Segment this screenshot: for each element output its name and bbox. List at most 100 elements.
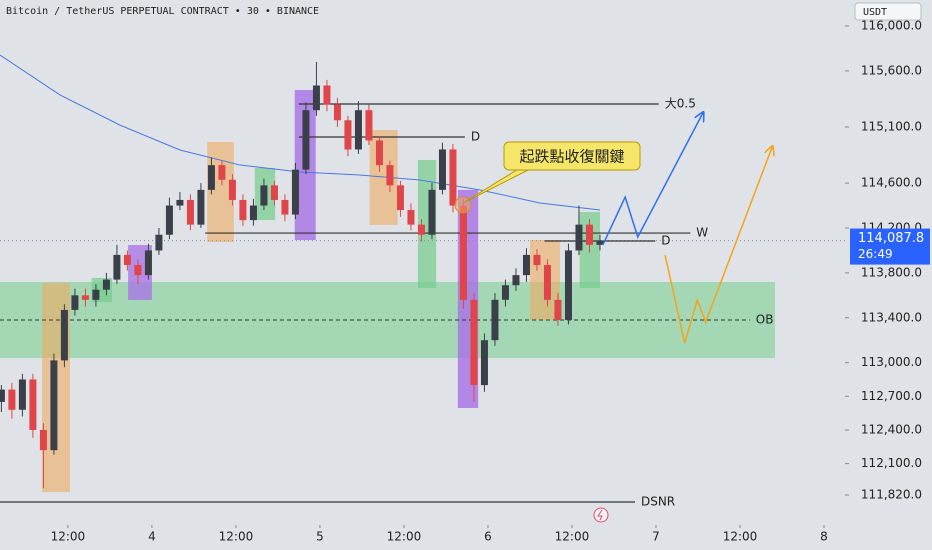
candle-body xyxy=(344,120,352,150)
candle-body xyxy=(29,379,37,430)
alert-icon[interactable] xyxy=(593,507,609,523)
candle-body xyxy=(155,234,163,251)
currency-label: USDT xyxy=(863,7,887,18)
candle-body xyxy=(323,85,331,105)
y-tick-label: 113,400.0 xyxy=(861,310,922,324)
candle-body xyxy=(470,299,478,386)
level-label: W xyxy=(696,226,708,240)
x-tick-label: 12:00 xyxy=(387,530,422,544)
candle-body xyxy=(102,279,110,290)
x-tick-label: 7 xyxy=(652,530,660,544)
candle-body xyxy=(459,205,467,300)
candle-body xyxy=(0,389,5,402)
candle-body xyxy=(176,199,184,206)
y-tick-label: 114,600.0 xyxy=(861,176,922,190)
y-tick-label: 111,820.0 xyxy=(861,488,922,502)
candle-body xyxy=(575,224,583,251)
candle-body xyxy=(512,275,520,286)
price-tag-label: 114,087.8 xyxy=(858,231,924,246)
callout-text: 起跌點收復關鍵 xyxy=(519,148,624,166)
candle-body xyxy=(585,224,593,245)
candle-body xyxy=(60,309,68,361)
x-tick-label: 12:00 xyxy=(723,530,758,544)
candle-body xyxy=(596,240,604,245)
projection-path xyxy=(602,113,703,246)
candle-body xyxy=(8,389,16,410)
candle-body xyxy=(186,199,194,225)
candle-body xyxy=(375,140,383,166)
candle-body xyxy=(533,254,541,266)
candle-body xyxy=(113,254,121,280)
y-tick-label: 112,700.0 xyxy=(861,389,922,403)
x-tick-label: 8 xyxy=(820,530,828,544)
price-tag-countdown: 26:49 xyxy=(858,247,893,261)
candle-body xyxy=(449,149,457,206)
candle-body xyxy=(197,189,205,225)
price-tag xyxy=(850,228,930,265)
candle-body xyxy=(228,179,236,200)
candle-body xyxy=(438,149,446,190)
level-label: DSNR xyxy=(641,494,675,508)
y-tick-label: 115,600.0 xyxy=(861,63,922,77)
level-label: D xyxy=(661,234,670,248)
chart-title: Bitcoin / TetherUS PERPETUAL CONTRACT • … xyxy=(6,6,319,17)
x-tick-label: 5 xyxy=(316,530,324,544)
candle-body xyxy=(302,110,310,170)
moving-average xyxy=(0,54,601,211)
candle-body xyxy=(123,254,131,266)
x-tick-label: 12:00 xyxy=(219,530,254,544)
candle-body xyxy=(144,250,152,276)
candle-body xyxy=(81,295,89,300)
candle-body xyxy=(554,299,562,321)
callout-box xyxy=(503,141,641,171)
y-tick-label: 113,000.0 xyxy=(861,355,922,369)
candle-body xyxy=(407,210,415,225)
candle-body xyxy=(165,205,173,235)
x-tick-label: 12:00 xyxy=(51,530,86,544)
x-tick-label: 4 xyxy=(148,530,156,544)
plot-area: 大0.5 D W D OB DSNR 起跌點收復關鍵 xyxy=(0,54,845,508)
candle-body xyxy=(522,254,530,276)
candle-body xyxy=(39,429,47,451)
candle-body xyxy=(291,169,299,215)
x-tick-label: 12:00 xyxy=(555,530,590,544)
candle-body xyxy=(50,360,58,451)
candle-body xyxy=(281,199,289,215)
candle-body xyxy=(312,85,320,111)
y-tick-label: 112,400.0 xyxy=(861,422,922,436)
candle-body xyxy=(491,299,499,341)
candle-body xyxy=(564,250,572,321)
y-tick-label: 112,100.0 xyxy=(861,456,922,470)
candle-body xyxy=(501,285,509,300)
candle-body xyxy=(270,185,278,200)
candle-body xyxy=(218,165,226,180)
x-tick-label: 6 xyxy=(484,530,492,544)
candle-body xyxy=(239,199,247,221)
candle-body xyxy=(417,224,425,235)
candle-body xyxy=(428,189,436,235)
candle-body xyxy=(92,289,100,300)
candle-body xyxy=(386,165,394,186)
candle-body xyxy=(134,265,142,276)
candle-body xyxy=(249,205,257,221)
candle-body xyxy=(207,165,215,190)
candle-body xyxy=(260,185,268,206)
candle-body xyxy=(333,104,341,121)
projection-path xyxy=(664,147,772,344)
candle-body xyxy=(18,379,26,410)
y-tick-label: 113,800.0 xyxy=(861,265,922,279)
candle-body xyxy=(396,185,404,211)
level-label: D xyxy=(471,130,480,144)
candle-body xyxy=(543,265,551,300)
y-tick-label: 115,100.0 xyxy=(861,120,922,134)
candle-body xyxy=(365,110,373,141)
level-label: OB xyxy=(756,313,774,327)
candle-body xyxy=(71,295,79,310)
candle-body xyxy=(354,110,362,150)
candle-body xyxy=(480,340,488,386)
alert-bolt xyxy=(597,509,603,521)
level-label: 大0.5 xyxy=(665,97,696,111)
y-tick-label: 116,000.0 xyxy=(861,19,922,33)
currency-button[interactable] xyxy=(854,2,922,21)
